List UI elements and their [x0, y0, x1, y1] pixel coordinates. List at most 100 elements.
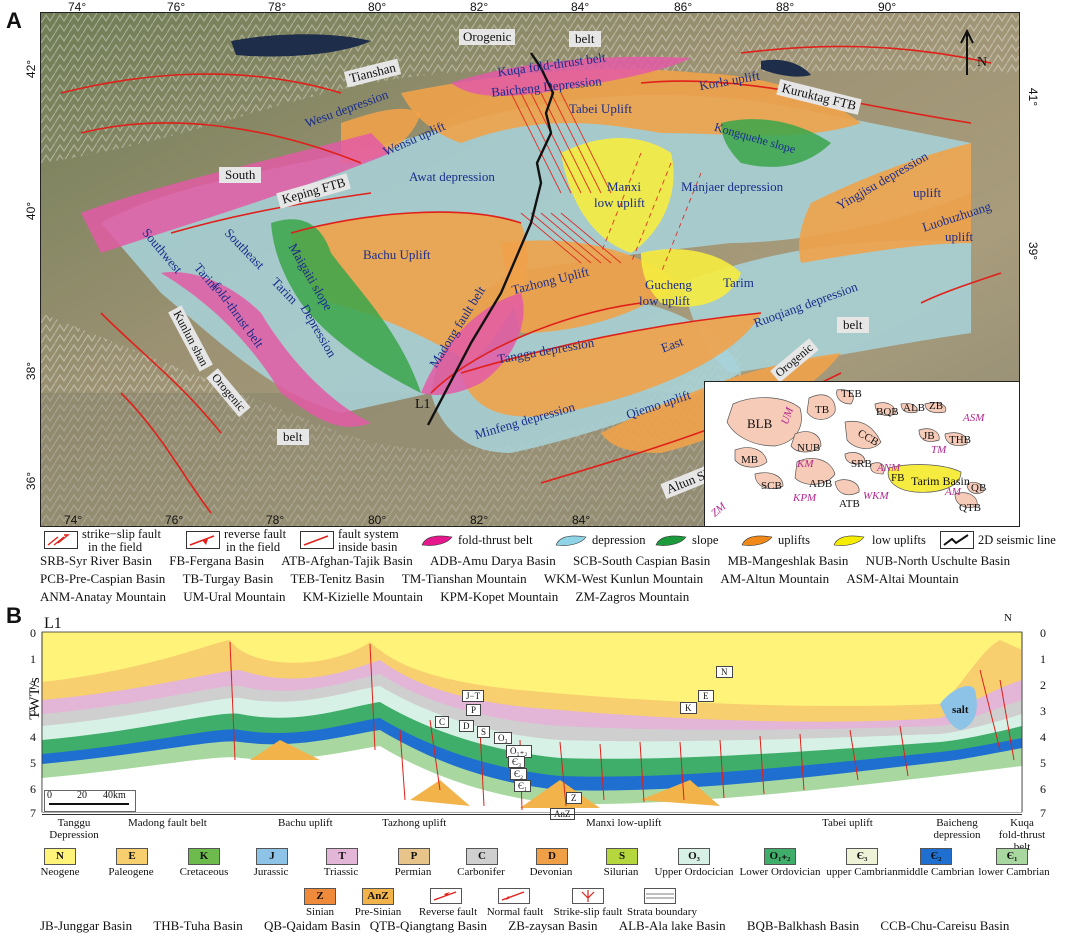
lat-tick-left-40: 40°: [24, 201, 39, 221]
y-tick-5-right: 5: [1040, 756, 1046, 770]
y-tick-7-left: 7: [30, 806, 36, 820]
salt-label: salt: [952, 704, 969, 716]
y-tick-2-left: 2: [30, 678, 36, 692]
map-legend: strike−slip fault in the field reverse f…: [40, 527, 1070, 554]
section-graphics: [41, 631, 1023, 813]
lon-tick-bottom-82: 82°: [470, 513, 489, 527]
tag-e1: Є₁: [514, 780, 532, 792]
y-tick-3-left: 3: [30, 704, 36, 718]
inset-adb: ADB: [809, 478, 833, 490]
label-manxi-2: low uplift: [594, 195, 645, 210]
abbr-mb: MB-Mangeshlak Basin: [727, 553, 849, 568]
inset-kpm: KPM: [793, 492, 817, 504]
normal-fault-legend-icon: [498, 888, 530, 904]
legend-depression: depression: [592, 533, 646, 547]
y-tick-1-right: 1: [1040, 652, 1046, 666]
label-belt-top: belt: [569, 31, 601, 47]
abbr-fb: FB-Fergana Basin: [169, 553, 264, 568]
swatch-anz: AnZ: [362, 888, 394, 905]
fault-system-icon: [300, 531, 334, 549]
tag-e2: Є₂: [510, 768, 528, 780]
label-uplift-east: uplift: [913, 185, 942, 200]
abbr-alb: ALB-Ala lake Basin: [618, 918, 726, 933]
abbr-wkm: WKM-West Kunlun Mountain: [543, 571, 704, 586]
reverse-fault-legend-icon: [430, 888, 462, 904]
strata-strike-slip-fault: Strike-slip fault: [553, 906, 623, 918]
abbr-km: KM-Kizielle Mountain: [302, 589, 423, 604]
tag-p: P: [466, 704, 482, 716]
strata-cretaceous: Cretaceous: [179, 866, 229, 878]
swatch-p: P: [398, 848, 430, 865]
label-tabei: Tabei Uplift: [569, 101, 632, 116]
scale-40km: 40km: [103, 790, 126, 801]
zone-tabei: Tabei uplift: [822, 817, 873, 829]
strata-lower-ordovician: Lower Ordovician: [739, 866, 821, 878]
inset-qtb: QTB: [959, 502, 981, 514]
slope-swatch: [655, 535, 687, 546]
inset-map: BLB TB TEB BQB ALB ZB ASM UM NUB CCB JB …: [704, 381, 1019, 526]
strata-boundary: Strata boundary: [627, 906, 697, 918]
strike-slip-fault-icon: [44, 531, 78, 549]
abbr-am: AM-Altun Mountain: [720, 571, 830, 586]
label-belt-se: belt: [837, 317, 869, 333]
strata-middle-cambrian: middle Cambrian: [897, 866, 975, 878]
abbr-adb: ADB-Amu Darya Basin: [430, 553, 556, 568]
uplifts-swatch: [741, 535, 773, 546]
label-belt-sw: belt: [277, 429, 309, 445]
abbr-ccb: CCB-Chu-Careisu Basin: [880, 918, 1010, 933]
strata-lower-cambrian: lower Cambrian: [978, 866, 1050, 878]
zone-tanggu: Tanggu Depression: [49, 817, 99, 841]
inset-tb: TB: [815, 404, 830, 416]
lon-tick-top-82: 82°: [470, 0, 489, 14]
swatch-t: T: [326, 848, 358, 865]
label-gucheng-2: low uplift: [639, 293, 690, 308]
lon-tick-top-88: 88°: [776, 0, 795, 14]
graticule-labels: 74° 76° 78° 80° 82° 84° 86° 88° 90° 74° …: [24, 0, 1041, 527]
lon-tick-top-86: 86°: [674, 0, 693, 14]
inset-jb: JB: [923, 430, 935, 442]
inset-qb: QB: [971, 482, 987, 494]
tag-d: D: [459, 720, 474, 732]
strata-triassic: Triassic: [323, 866, 359, 878]
lon-tick-bottom-74: 74°: [64, 513, 83, 527]
inset-tarim-basin: Tarim Basin: [911, 474, 970, 488]
seismic-line-icon: [940, 531, 974, 549]
lat-tick-right-39: 39°: [1026, 241, 1041, 261]
label-manjaer: Manjaer depression: [681, 179, 784, 194]
strata-upper-cambrian: upper Cambrian: [826, 866, 898, 878]
swatch-k: K: [188, 848, 220, 865]
north-label: N: [977, 55, 988, 70]
y-tick-7-right: 7: [1040, 806, 1046, 820]
strata-silurian: Silurian: [603, 866, 639, 878]
label-luobuzhuang-2: uplift: [945, 229, 974, 244]
inset-asm: ASM: [963, 412, 985, 424]
strata-normal-fault: Normal fault: [486, 906, 544, 918]
satellite-map: Orogenic belt Kuqa fold-thrust belt Tian…: [40, 12, 1020, 527]
strata-neogene: Neogene: [40, 866, 80, 878]
inset-basins: [726, 389, 984, 508]
tag-e3: Є₃: [508, 756, 526, 768]
lon-tick-bottom-84: 84°: [572, 513, 591, 527]
lon-tick-top-80: 80°: [368, 0, 387, 14]
swatch-d: D: [536, 848, 568, 865]
swatch-o12: O₁₊₂: [764, 848, 796, 865]
abbr-tm: TM-Tianshan Mountain: [401, 571, 527, 586]
lon-tick-top-76: 76°: [167, 0, 186, 14]
legend-fault-system: fault system: [338, 527, 399, 541]
abbr-qtb: QTB-Qiangtang Basin: [369, 918, 488, 933]
swatch-o3: O₃: [678, 848, 710, 865]
strata-legend-row-2: Z Sinian AnZ Pre-Sinian Reverse fault No…: [0, 888, 1072, 918]
inset-atb: ATB: [839, 498, 860, 510]
zone-baicheng: Baicheng depression: [933, 817, 981, 841]
abbr-thb: THB-Tuha Basin: [153, 918, 243, 933]
lon-tick-top-74: 74°: [68, 0, 87, 14]
panel-a-label: A: [6, 8, 22, 33]
abbr-bqb: BQB-Balkhash Basin: [746, 918, 860, 933]
inset-km: KM: [797, 458, 814, 470]
zone-bachu: Bachu uplift: [278, 817, 333, 829]
lat-tick-left-42: 42°: [24, 59, 39, 79]
legend-strike-slip: strike−slip fault: [82, 527, 161, 541]
inset-teb: TEB: [841, 388, 862, 400]
lon-tick-top-78: 78°: [268, 0, 287, 14]
lat-tick-left-38: 38°: [24, 361, 39, 381]
